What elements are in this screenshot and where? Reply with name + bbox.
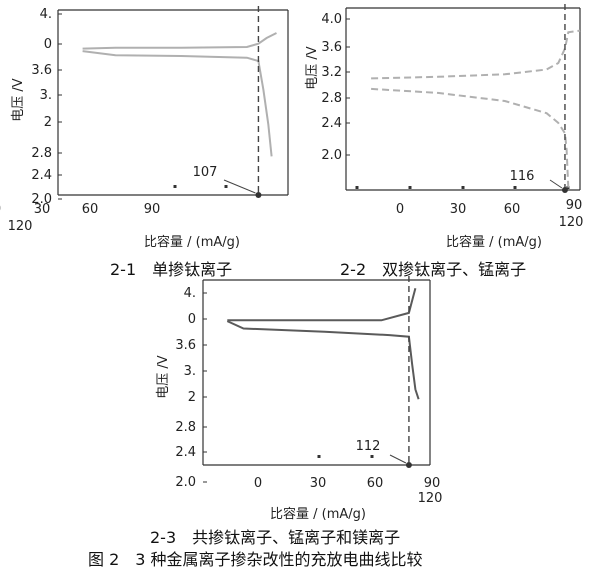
x-axis-label: 比容量 / (mA/g) bbox=[144, 234, 240, 250]
axis-dot bbox=[317, 455, 321, 458]
x-tick-label: 0 bbox=[396, 202, 404, 217]
panel-label-1: 2-1 单掺钛离子 bbox=[110, 260, 233, 279]
x-axis-label: 比容量 / (mA/g) bbox=[446, 234, 542, 250]
y-tick-label: 4. bbox=[184, 286, 196, 301]
y-tick-label: 0 bbox=[188, 312, 196, 327]
annotation-leader bbox=[389, 454, 407, 464]
capacity-annotation: 116 bbox=[510, 169, 535, 184]
annotation-leader bbox=[223, 179, 256, 194]
x-tick-label: 0 bbox=[0, 202, 1, 217]
x-tick-label: 90 bbox=[566, 198, 583, 213]
discharge-curve bbox=[82, 50, 273, 157]
axis-dot bbox=[513, 186, 517, 189]
y-tick-label: 2.4 bbox=[175, 445, 196, 460]
y-axis-label: 电压 /V bbox=[156, 355, 171, 399]
y-axis-label: 电压 /V bbox=[305, 46, 320, 90]
annotation-leader bbox=[549, 179, 563, 189]
x-tick-label: 120 bbox=[8, 219, 33, 234]
y-tick-label: 3.6 bbox=[321, 40, 342, 55]
cutoff-point bbox=[255, 192, 262, 198]
y-tick-label: 2 bbox=[44, 115, 52, 130]
y-tick-label: 2.4 bbox=[31, 168, 52, 183]
cutoff-point bbox=[561, 187, 568, 193]
x-tick-label: 30 bbox=[34, 202, 51, 217]
y-tick-label: 2.8 bbox=[31, 146, 52, 161]
y-tick-label: 3. bbox=[184, 364, 196, 379]
charge-curve bbox=[82, 32, 277, 50]
y-tick-label: 2.0 bbox=[175, 475, 196, 490]
cutoff-point bbox=[405, 462, 412, 468]
y-tick-label: 2.4 bbox=[321, 116, 342, 131]
chart-panel-2: 4.0 3.6 3.2 2.8 2.4 2.0 0 30 60 90 120 电压 /V 比容量 / (… bbox=[305, 4, 583, 250]
y-tick-label: 4.0 bbox=[321, 12, 342, 27]
charge-curve bbox=[227, 287, 417, 322]
x-tick-label: 30 bbox=[310, 476, 327, 491]
panel-label-2: 2-2 双掺钛离子、锰离子 bbox=[340, 260, 527, 279]
axis-dot bbox=[355, 186, 359, 189]
x-tick-label: 60 bbox=[504, 202, 521, 217]
charge-curve bbox=[371, 29, 581, 80]
y-tick-label: 3.6 bbox=[175, 338, 196, 353]
x-axis-label: 比容量 / (mA/g) bbox=[270, 506, 366, 522]
x-tick-label: 60 bbox=[82, 202, 99, 217]
y-tick-label: 3.6 bbox=[31, 63, 52, 78]
y-tick-label: 2.8 bbox=[321, 91, 342, 106]
y-tick-label: 4. bbox=[40, 7, 52, 22]
y-tick-label: 2 bbox=[188, 390, 196, 405]
x-tick-label: 120 bbox=[559, 215, 584, 230]
y-tick-label: 0 bbox=[44, 37, 52, 52]
x-tick-label: 90 bbox=[144, 202, 161, 217]
axis-dot bbox=[461, 186, 465, 189]
panel-label-3: 2-3 共掺钛离子、锰离子和镁离子 bbox=[150, 528, 401, 547]
y-tick-label: 2.0 bbox=[321, 148, 342, 163]
axis-dot bbox=[224, 185, 228, 188]
capacity-annotation: 112 bbox=[356, 439, 381, 454]
x-tick-label: 0 bbox=[254, 476, 262, 491]
figure-caption: 图 2 3 种金属离子掺杂改性的充放电曲线比较 bbox=[88, 550, 423, 569]
capacity-annotation: 107 bbox=[193, 165, 218, 180]
y-tick-label: 2.8 bbox=[175, 420, 196, 435]
chart-panel-1: 4. 0 3.6 3. 2 2.8 2.4 2.0 0 30 60 90 120 电压 /V 比容量 / (… bbox=[0, 6, 289, 250]
axis-dot bbox=[173, 185, 177, 188]
y-tick-label: 3.2 bbox=[321, 65, 342, 80]
y-tick-label: 3. bbox=[40, 88, 52, 103]
axis-dot bbox=[408, 186, 412, 189]
discharge-curve bbox=[371, 87, 570, 188]
y-tick-label: 2.0 bbox=[31, 192, 52, 207]
x-tick-label: 60 bbox=[367, 476, 384, 491]
y-axis-label: 电压 /V bbox=[11, 78, 26, 122]
x-tick-label: 120 bbox=[418, 491, 443, 506]
axis-dot bbox=[370, 455, 374, 458]
x-tick-label: 90 bbox=[424, 476, 441, 491]
discharge-curve bbox=[226, 320, 420, 400]
x-tick-label: 30 bbox=[450, 202, 467, 217]
